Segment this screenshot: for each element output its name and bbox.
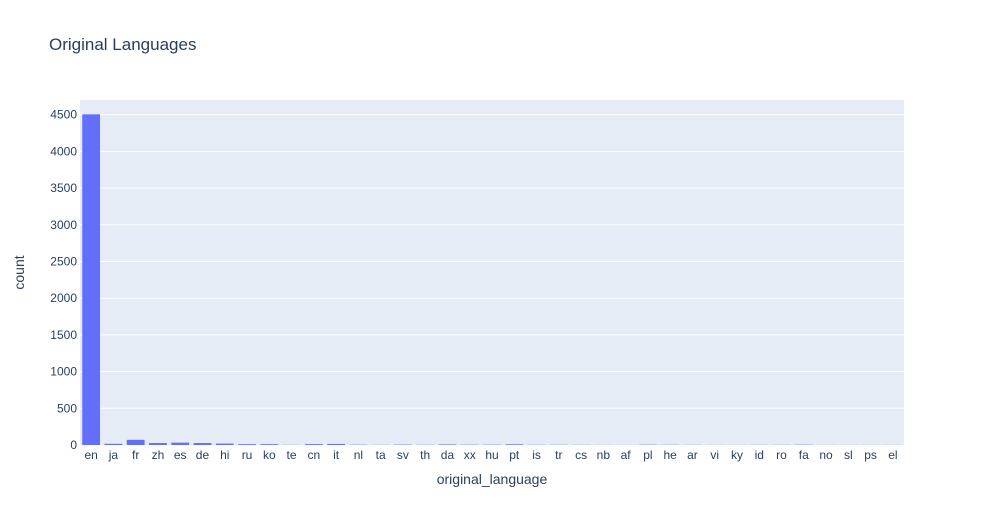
- x-tick-label: ky: [731, 448, 743, 462]
- x-tick-label: xx: [464, 448, 476, 462]
- y-tick-label: 1500: [50, 328, 77, 342]
- y-tick-label: 2500: [50, 254, 77, 268]
- y-tick-label: 1000: [50, 365, 77, 379]
- bar-ja[interactable]: [104, 443, 123, 445]
- bar-es[interactable]: [171, 442, 190, 445]
- bar-it[interactable]: [327, 443, 346, 445]
- x-axis-ticks: en ja fr zh es de hi ru ko te cn it nl ta sv th da xx hu pt…: [84, 448, 897, 462]
- y-tick-label: 2000: [50, 291, 77, 305]
- x-tick-label: es: [174, 448, 187, 462]
- x-tick-label: hi: [220, 448, 229, 462]
- y-tick-label: 3500: [50, 181, 77, 195]
- x-tick-label: ko: [263, 448, 276, 462]
- bar-fr[interactable]: [126, 439, 145, 445]
- x-tick-label: ps: [864, 448, 877, 462]
- bar-hi[interactable]: [215, 443, 234, 445]
- x-axis-title: original_language: [437, 471, 548, 487]
- x-tick-label: is: [532, 448, 541, 462]
- x-tick-label: te: [287, 448, 297, 462]
- y-tick-label: 3000: [50, 218, 77, 232]
- x-tick-label: cn: [307, 448, 320, 462]
- x-tick-label: zh: [152, 448, 165, 462]
- bars: [82, 114, 902, 445]
- bar-ko[interactable]: [260, 444, 279, 445]
- x-tick-label: sv: [397, 448, 409, 462]
- x-tick-label: ro: [776, 448, 787, 462]
- bar-en[interactable]: [82, 114, 101, 445]
- x-tick-label: da: [441, 448, 455, 462]
- x-tick-label: nl: [354, 448, 363, 462]
- y-tick-label: 0: [70, 438, 77, 452]
- chart-title: Original Languages: [49, 35, 196, 54]
- bar-cn[interactable]: [304, 444, 323, 445]
- x-tick-label: id: [755, 448, 764, 462]
- x-tick-label: af: [621, 448, 632, 462]
- y-axis-title: count: [11, 255, 27, 289]
- x-tick-label: ta: [376, 448, 386, 462]
- x-tick-label: th: [420, 448, 430, 462]
- x-tick-label: vi: [710, 448, 719, 462]
- x-tick-label: ru: [242, 448, 253, 462]
- x-tick-label: cs: [575, 448, 587, 462]
- x-tick-label: it: [333, 448, 340, 462]
- bar-zh[interactable]: [149, 443, 167, 445]
- y-tick-label: 500: [57, 401, 77, 415]
- x-tick-label: fa: [799, 448, 809, 462]
- bar-pt[interactable]: [505, 444, 524, 445]
- x-tick-label: no: [819, 448, 833, 462]
- x-tick-label: he: [663, 448, 677, 462]
- x-tick-label: tr: [555, 448, 562, 462]
- bar-da[interactable]: [438, 444, 457, 445]
- x-tick-label: fr: [132, 448, 139, 462]
- x-tick-label: pt: [509, 448, 520, 462]
- bar-de[interactable]: [193, 443, 212, 445]
- bar-ru[interactable]: [238, 444, 256, 445]
- y-axis-ticks: 0 500 1000 1500 2000 2500 3000 3500 4000 4500: [50, 108, 77, 452]
- x-tick-label: de: [196, 448, 210, 462]
- y-tick-label: 4000: [50, 144, 77, 158]
- gridlines: [80, 114, 904, 409]
- x-tick-label: ar: [687, 448, 698, 462]
- x-tick-label: ja: [108, 448, 119, 462]
- plot-area: [80, 100, 904, 445]
- x-tick-label: hu: [485, 448, 498, 462]
- x-tick-label: en: [84, 448, 97, 462]
- y-tick-label: 4500: [50, 108, 77, 122]
- x-tick-label: nb: [597, 448, 611, 462]
- x-tick-label: el: [888, 448, 897, 462]
- x-tick-label: pl: [643, 448, 652, 462]
- x-tick-label: sl: [844, 448, 853, 462]
